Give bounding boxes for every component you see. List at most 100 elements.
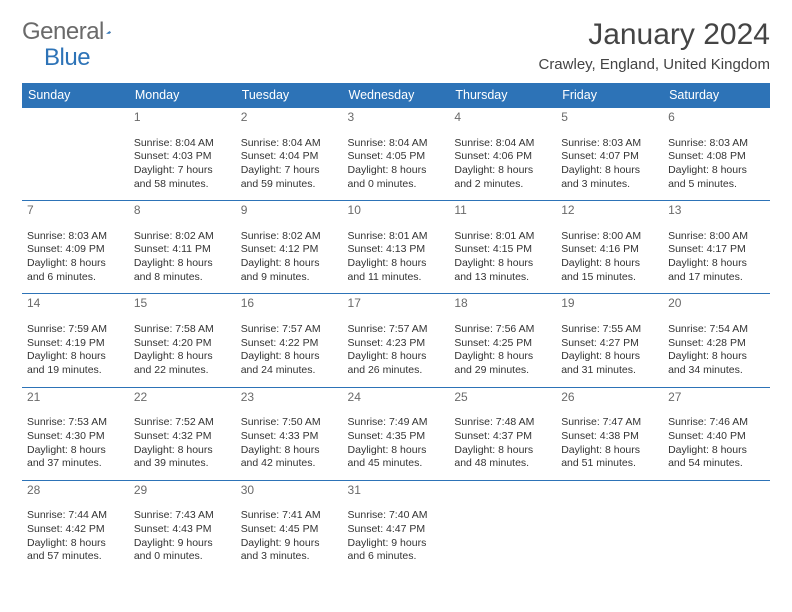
logo-triangle-icon — [106, 23, 111, 41]
sunset-line: Sunset: 4:35 PM — [348, 430, 445, 444]
sunrise-line: Sunrise: 7:57 AM — [241, 323, 338, 337]
day-number: 16 — [241, 296, 254, 310]
logo-word2: Blue — [44, 44, 90, 71]
day-detail-cell: Sunrise: 8:01 AMSunset: 4:15 PMDaylight:… — [449, 228, 556, 294]
day-number-row: 123456 — [22, 108, 770, 135]
sunrise-line: Sunrise: 8:03 AM — [668, 137, 765, 151]
daylight-line: Daylight: 8 hours and 5 minutes. — [668, 164, 765, 191]
day-number-cell: 2 — [236, 108, 343, 135]
day-detail-cell: Sunrise: 7:49 AMSunset: 4:35 PMDaylight:… — [343, 414, 450, 480]
day-detail-cell: Sunrise: 7:50 AMSunset: 4:33 PMDaylight:… — [236, 414, 343, 480]
day-number-cell: 11 — [449, 201, 556, 228]
day-number-row: 78910111213 — [22, 201, 770, 228]
daylight-line: Daylight: 8 hours and 17 minutes. — [668, 257, 765, 284]
day-detail-cell: Sunrise: 7:43 AMSunset: 4:43 PMDaylight:… — [129, 507, 236, 573]
day-number: 27 — [668, 390, 681, 404]
sunset-line: Sunset: 4:40 PM — [668, 430, 765, 444]
sunrise-line: Sunrise: 7:49 AM — [348, 416, 445, 430]
day-number: 23 — [241, 390, 254, 404]
day-number-cell: 10 — [343, 201, 450, 228]
weekday-header: Monday — [129, 83, 236, 108]
sunset-line: Sunset: 4:23 PM — [348, 337, 445, 351]
sunset-line: Sunset: 4:04 PM — [241, 150, 338, 164]
day-number-row: 28 29 30 31 — [22, 480, 770, 507]
sunrise-line: Sunrise: 8:01 AM — [454, 230, 551, 244]
day-detail-cell: Sunrise: 8:04 AMSunset: 4:06 PMDaylight:… — [449, 135, 556, 201]
day-number-cell: 19 — [556, 294, 663, 321]
daylight-line: Daylight: 8 hours and 2 minutes. — [454, 164, 551, 191]
day-number-cell: 1 — [129, 108, 236, 135]
day-detail-row: Sunrise: 7:53 AMSunset: 4:30 PMDaylight:… — [22, 414, 770, 480]
day-detail-cell: Sunrise: 8:03 AMSunset: 4:08 PMDaylight:… — [663, 135, 770, 201]
sunset-line: Sunset: 4:17 PM — [668, 243, 765, 257]
daylight-line: Daylight: 8 hours and 45 minutes. — [348, 444, 445, 471]
sunrise-line: Sunrise: 7:58 AM — [134, 323, 231, 337]
day-detail-cell: Sunrise: 7:57 AMSunset: 4:23 PMDaylight:… — [343, 321, 450, 387]
weekday-header: Friday — [556, 83, 663, 108]
day-detail-cell: Sunrise: 7:44 AMSunset: 4:42 PMDaylight:… — [22, 507, 129, 573]
logo-word1: General — [22, 18, 104, 46]
day-number-cell: 12 — [556, 201, 663, 228]
day-number: 31 — [348, 483, 361, 497]
day-detail-cell: Sunrise: 7:57 AMSunset: 4:22 PMDaylight:… — [236, 321, 343, 387]
daylight-line: Daylight: 8 hours and 42 minutes. — [241, 444, 338, 471]
day-detail-cell: Sunrise: 8:01 AMSunset: 4:13 PMDaylight:… — [343, 228, 450, 294]
sunset-line: Sunset: 4:06 PM — [454, 150, 551, 164]
day-detail-cell — [22, 135, 129, 201]
day-number: 3 — [348, 110, 355, 124]
day-detail-cell: Sunrise: 7:47 AMSunset: 4:38 PMDaylight:… — [556, 414, 663, 480]
day-detail-cell: Sunrise: 7:59 AMSunset: 4:19 PMDaylight:… — [22, 321, 129, 387]
day-number-cell — [449, 480, 556, 507]
day-number: 29 — [134, 483, 147, 497]
day-detail-cell: Sunrise: 8:02 AMSunset: 4:11 PMDaylight:… — [129, 228, 236, 294]
day-number-cell: 3 — [343, 108, 450, 135]
sunset-line: Sunset: 4:27 PM — [561, 337, 658, 351]
day-number-cell: 28 — [22, 480, 129, 507]
day-number: 5 — [561, 110, 568, 124]
day-number-cell: 21 — [22, 387, 129, 414]
day-number-cell: 20 — [663, 294, 770, 321]
day-detail-cell: Sunrise: 8:04 AMSunset: 4:04 PMDaylight:… — [236, 135, 343, 201]
sunrise-line: Sunrise: 7:40 AM — [348, 509, 445, 523]
sunrise-line: Sunrise: 8:02 AM — [241, 230, 338, 244]
daylight-line: Daylight: 8 hours and 19 minutes. — [27, 350, 124, 377]
day-number: 28 — [27, 483, 40, 497]
sunrise-line: Sunrise: 8:00 AM — [668, 230, 765, 244]
sunrise-line: Sunrise: 8:04 AM — [241, 137, 338, 151]
weekday-header: Tuesday — [236, 83, 343, 108]
sunset-line: Sunset: 4:13 PM — [348, 243, 445, 257]
day-detail-cell: Sunrise: 8:00 AMSunset: 4:17 PMDaylight:… — [663, 228, 770, 294]
sunrise-line: Sunrise: 8:00 AM — [561, 230, 658, 244]
weekday-header: Saturday — [663, 83, 770, 108]
sunrise-line: Sunrise: 7:47 AM — [561, 416, 658, 430]
day-number: 14 — [27, 296, 40, 310]
sunrise-line: Sunrise: 7:43 AM — [134, 509, 231, 523]
daylight-line: Daylight: 8 hours and 0 minutes. — [348, 164, 445, 191]
day-detail-row: Sunrise: 7:59 AMSunset: 4:19 PMDaylight:… — [22, 321, 770, 387]
sunrise-line: Sunrise: 8:04 AM — [348, 137, 445, 151]
sunrise-line: Sunrise: 7:41 AM — [241, 509, 338, 523]
day-number: 6 — [668, 110, 675, 124]
daylight-line: Daylight: 9 hours and 3 minutes. — [241, 537, 338, 564]
day-number: 26 — [561, 390, 574, 404]
daylight-line: Daylight: 8 hours and 15 minutes. — [561, 257, 658, 284]
day-detail-cell: Sunrise: 8:04 AMSunset: 4:05 PMDaylight:… — [343, 135, 450, 201]
day-number: 30 — [241, 483, 254, 497]
daylight-line: Daylight: 8 hours and 13 minutes. — [454, 257, 551, 284]
daylight-line: Daylight: 8 hours and 37 minutes. — [27, 444, 124, 471]
day-number-cell: 13 — [663, 201, 770, 228]
weekday-header: Sunday — [22, 83, 129, 108]
day-number: 21 — [27, 390, 40, 404]
day-detail-cell: Sunrise: 8:04 AMSunset: 4:03 PMDaylight:… — [129, 135, 236, 201]
day-number: 11 — [454, 203, 466, 217]
sunrise-line: Sunrise: 8:03 AM — [27, 230, 124, 244]
daylight-line: Daylight: 8 hours and 3 minutes. — [561, 164, 658, 191]
daylight-line: Daylight: 7 hours and 59 minutes. — [241, 164, 338, 191]
month-title: January 2024 — [538, 18, 770, 52]
day-detail-cell: Sunrise: 7:41 AMSunset: 4:45 PMDaylight:… — [236, 507, 343, 573]
day-number: 17 — [348, 296, 361, 310]
day-detail-cell: Sunrise: 7:40 AMSunset: 4:47 PMDaylight:… — [343, 507, 450, 573]
sunrise-line: Sunrise: 7:48 AM — [454, 416, 551, 430]
daylight-line: Daylight: 7 hours and 58 minutes. — [134, 164, 231, 191]
sunrise-line: Sunrise: 7:50 AM — [241, 416, 338, 430]
